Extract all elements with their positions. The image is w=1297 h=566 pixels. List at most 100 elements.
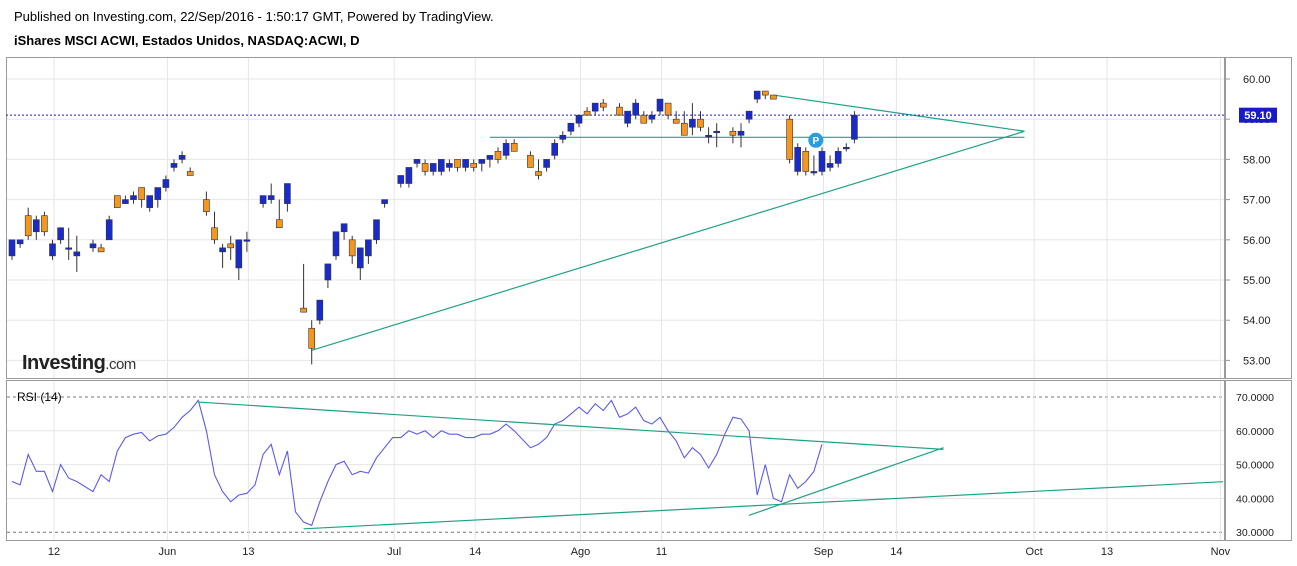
candle-body — [551, 143, 559, 156]
candle-body — [818, 151, 826, 172]
time-tick-label: Jul — [387, 546, 401, 558]
candle-body — [32, 219, 40, 233]
rsi-pane-frame — [6, 380, 1225, 541]
candle-body — [421, 163, 429, 172]
candle-body — [211, 227, 218, 241]
candle-body — [462, 159, 469, 168]
candle-body — [97, 247, 105, 253]
candles — [8, 90, 858, 365]
candle-body — [105, 219, 113, 241]
candle-body — [284, 183, 291, 204]
candle-body — [373, 219, 380, 241]
candle-body — [243, 239, 251, 242]
candle-body — [219, 247, 226, 253]
candle-body — [446, 163, 453, 168]
price-axis — [1225, 57, 1292, 379]
rsi-trendline — [748, 447, 944, 516]
candle-body — [470, 163, 478, 168]
candle-body — [130, 195, 137, 200]
candle-body — [583, 110, 591, 116]
candle-body — [535, 171, 542, 176]
candle-body — [624, 110, 631, 124]
candle-body — [737, 130, 745, 136]
rsi-trendline — [198, 401, 944, 450]
logo-main: Investing — [22, 352, 105, 374]
candle-body — [826, 163, 834, 168]
candle-body — [591, 102, 599, 112]
candle-body — [356, 247, 364, 269]
candle-body — [705, 134, 712, 138]
candle-body — [49, 243, 56, 257]
candle-body — [57, 227, 64, 241]
candle-body — [73, 251, 81, 257]
pivot-marker-label: P — [812, 136, 819, 147]
rsi-tick-label: 50.0000 — [1236, 460, 1274, 472]
time-tick-label: 14 — [469, 546, 481, 558]
candle-body — [761, 90, 769, 96]
candle-body — [454, 159, 461, 168]
time-tick-label: Ago — [571, 546, 591, 558]
candle-body — [786, 118, 793, 160]
candle-body — [640, 114, 648, 124]
candle-body — [494, 151, 502, 160]
time-tick-label: Oct — [1026, 546, 1043, 558]
time-tick-label: Sep — [814, 546, 834, 558]
price-tick-label: 56.00 — [1243, 235, 1271, 247]
candle-body — [656, 98, 664, 112]
rsi-line — [11, 399, 823, 527]
candle-body — [8, 239, 16, 257]
candle-body — [648, 114, 656, 120]
candle-body — [770, 94, 777, 100]
logo-suffix: .com — [105, 356, 136, 373]
price-trendlines — [311, 94, 1025, 351]
candle-body — [680, 122, 688, 136]
candle-body — [267, 195, 275, 200]
candle-body — [203, 199, 210, 212]
candle-body — [616, 106, 623, 116]
time-tick-label: 11 — [656, 546, 667, 558]
candle-body — [186, 171, 194, 176]
rsi-plot — [11, 399, 1224, 530]
candle-body — [41, 215, 48, 233]
candle-body — [664, 102, 672, 116]
candle-body — [729, 130, 737, 136]
candle-body — [599, 102, 607, 108]
candle-body — [413, 159, 421, 164]
candle-body — [478, 159, 486, 164]
candle-body — [308, 327, 316, 349]
pivot-marker-icon[interactable] — [808, 132, 824, 148]
candle-body — [567, 122, 575, 132]
candle-body — [842, 147, 850, 150]
candle-body — [575, 114, 583, 124]
rsi-trendline — [303, 481, 1224, 530]
candle-body — [802, 151, 810, 172]
price-tick-label: 54.00 — [1243, 315, 1271, 327]
price-pane-frame — [6, 57, 1225, 379]
time-tick-label: 13 — [242, 546, 254, 558]
candle-body — [851, 114, 858, 140]
candle-body — [381, 199, 388, 204]
candle-body — [810, 171, 818, 174]
candle-body — [65, 247, 72, 250]
candle-body — [259, 195, 267, 204]
candle-body — [510, 143, 518, 152]
candle-body — [348, 239, 356, 257]
time-tick-label: Jun — [159, 546, 177, 558]
price-tick-label: 55.00 — [1243, 275, 1271, 287]
price-tick-label: 60.00 — [1243, 74, 1271, 86]
candle-body — [146, 195, 153, 208]
candle-body — [178, 155, 186, 160]
candle-body — [122, 199, 129, 204]
time-tick-label: 13 — [1101, 546, 1113, 558]
candle-body — [429, 163, 437, 172]
published-note: Published on Investing.com, 22/Sep/2016 … — [14, 9, 494, 24]
candle-body — [697, 118, 704, 128]
grid — [7, 58, 1224, 540]
candle-body — [24, 215, 32, 237]
candle-body — [170, 163, 178, 168]
candle-body — [16, 239, 24, 245]
time-tick-label: Nov — [1211, 546, 1231, 558]
price-tick-label: 58.00 — [1243, 154, 1271, 166]
candle-body — [672, 118, 680, 124]
